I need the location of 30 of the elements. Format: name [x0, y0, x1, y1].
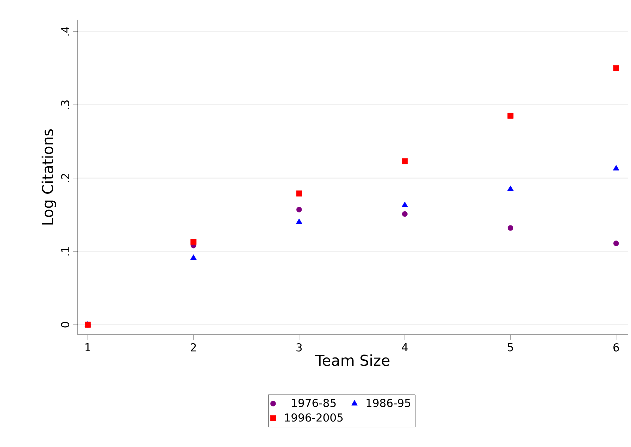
x-tick-label: 6 [614, 344, 620, 352]
point [614, 240, 620, 246]
legend-label: 1986-95 [366, 399, 410, 408]
point [402, 211, 408, 218]
legend-label: 1976-85 [292, 399, 336, 408]
y-axis-title: Log Citations [42, 130, 56, 225]
y-tick-label: .4 [62, 27, 70, 36]
point [402, 202, 408, 208]
x-axis-title: Team Size [315, 354, 390, 366]
point [508, 186, 514, 192]
point [613, 65, 620, 72]
y-tick-label: .2 [61, 174, 70, 182]
point [613, 165, 620, 171]
point [402, 158, 408, 164]
y-tick-label: 0 [61, 322, 70, 328]
point [296, 190, 302, 197]
point [190, 239, 197, 246]
y-tick-label: .1 [62, 247, 70, 256]
x-tick-label: 5 [508, 344, 514, 352]
point [190, 254, 197, 260]
point [296, 218, 303, 224]
x-tick-label: 4 [402, 344, 408, 352]
x-tick-label: 2 [191, 344, 196, 352]
point [508, 225, 514, 231]
x-tick-label: 3 [296, 344, 302, 352]
x-tick-label: 1 [86, 344, 91, 352]
y-tick-label: .3 [61, 100, 70, 110]
point [508, 113, 514, 120]
point [296, 207, 302, 213]
legend-label: 1996-2005 [285, 414, 343, 422]
